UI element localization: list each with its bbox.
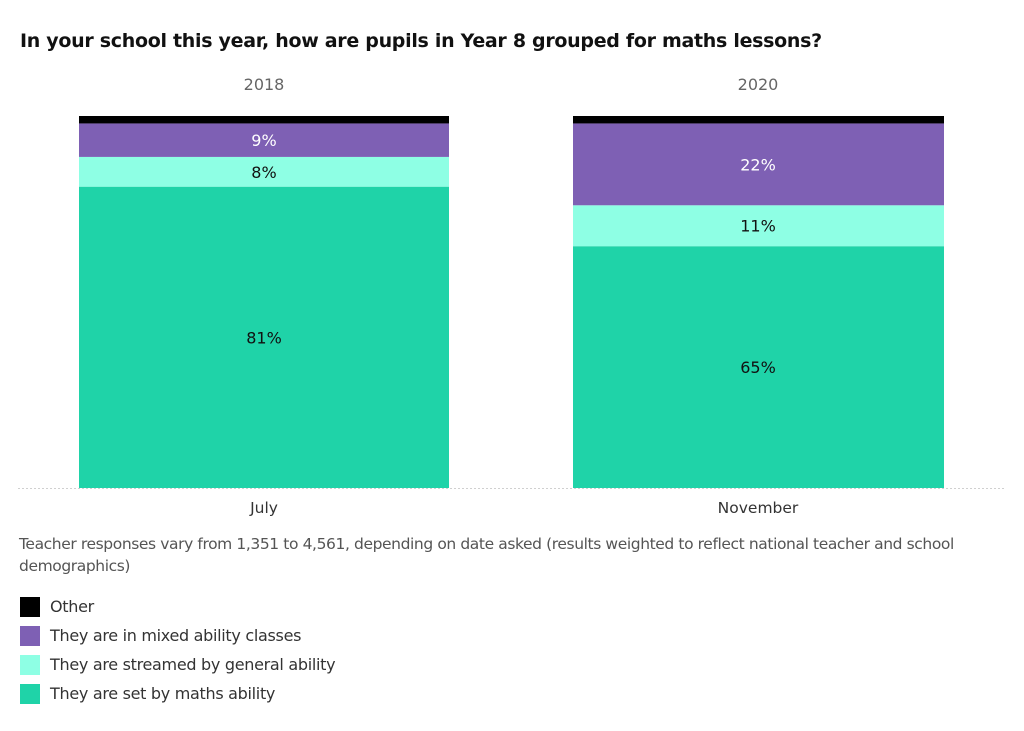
legend-swatch [20,625,40,646]
bar-segment [79,123,449,157]
bar-segment [79,116,449,124]
legend-item-mixed: They are in mixed ability classes [20,621,335,650]
data-label: 81% [246,328,282,347]
legend-swatch [20,654,40,675]
data-label: 8% [251,163,276,182]
bar-segment [573,123,944,206]
legend-swatch [20,683,40,704]
data-label: 22% [740,155,776,174]
data-label: 11% [740,217,776,236]
bar-segment [573,246,944,488]
panel-year-label: 2018 [244,75,285,94]
bar-segment [79,156,449,187]
bar-segment [573,116,944,124]
legend-item-other: Other [20,592,335,621]
legend-label: They are set by maths ability [50,684,276,703]
chart-title: In your school this year, how are pupils… [20,30,822,52]
legend-item-streamed: They are streamed by general ability [20,650,336,679]
footnote: Teacher responses vary from 1,351 to 4,5… [19,535,954,575]
legend-swatch [20,596,40,617]
legend-label: They are in mixed ability classes [50,626,302,645]
bar-segment [79,186,449,488]
legend: Other They are in mixed ability classes … [20,592,336,708]
legend-label: Other [50,597,94,616]
data-label: 9% [251,131,276,150]
panel-year-label: 2020 [738,75,779,94]
bar-segment [573,205,944,247]
x-tick-label: July [249,499,278,517]
stacked-bar-chart: 2018 July 81% 8% 9% 2020 November 65% 11% 22% [18,75,1005,517]
data-label: 65% [740,358,776,377]
x-tick-label: November [718,499,799,517]
legend-label: They are streamed by general ability [50,655,336,674]
legend-item-set: They are set by maths ability [20,679,335,708]
